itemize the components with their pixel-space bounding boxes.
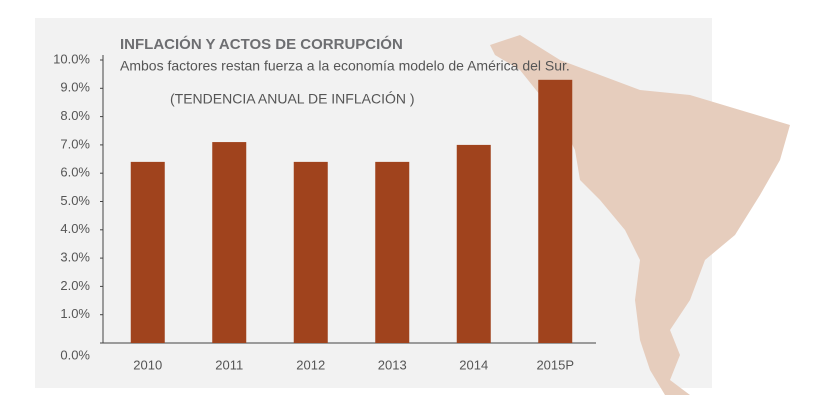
bar — [293, 161, 328, 343]
y-tick-label: 10.0% — [53, 51, 90, 66]
y-tick-label: 2.0% — [60, 278, 90, 293]
x-tick-label: 2011 — [215, 357, 243, 372]
x-tick-label: 2013 — [378, 357, 407, 372]
annotation: (TENDENCIA ANUAL DE INFLACIÓN ) — [170, 91, 415, 107]
y-tick-label: 0.0% — [60, 347, 90, 362]
y-tick-label: 8.0% — [60, 108, 90, 123]
y-tick-label: 5.0% — [60, 193, 90, 208]
bar — [212, 142, 247, 343]
bar — [538, 79, 573, 343]
x-tick-label: 2015P — [536, 357, 574, 372]
x-tick-label: 2012 — [296, 357, 325, 372]
chart-subtitle: Ambos factores restan fuerza a la econom… — [120, 58, 570, 74]
bar — [456, 144, 491, 343]
x-tick-label: 2010 — [133, 357, 162, 372]
y-tick-label: 3.0% — [60, 250, 90, 265]
y-tick-label: 1.0% — [60, 306, 90, 321]
y-tick-label: 6.0% — [60, 165, 90, 180]
bar — [130, 161, 165, 343]
x-tick-label: 2014 — [459, 357, 488, 372]
bar — [375, 161, 410, 343]
y-tick-label: 9.0% — [60, 80, 90, 95]
chart-title: INFLACIÓN Y ACTOS DE CORRUPCIÓN — [120, 35, 403, 53]
y-tick-label: 7.0% — [60, 136, 90, 151]
y-tick-label: 4.0% — [60, 221, 90, 236]
